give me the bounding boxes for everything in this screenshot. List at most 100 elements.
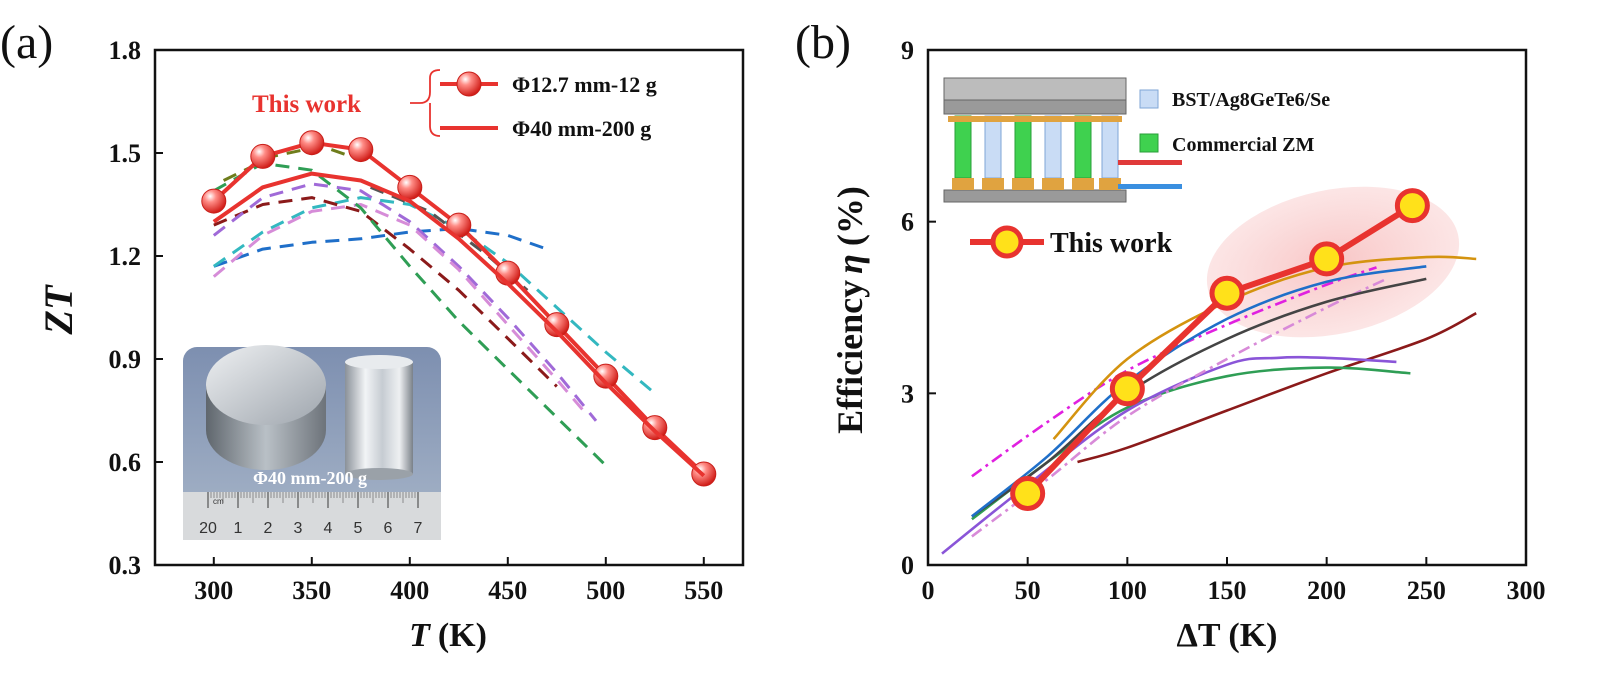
device-leg-contact bbox=[982, 178, 1004, 190]
cylinder-body bbox=[345, 362, 413, 474]
ruler-number: 6 bbox=[384, 520, 393, 537]
y-tick-label-a: 0.9 bbox=[109, 345, 142, 374]
data-point-a bbox=[348, 137, 374, 163]
device-leg bbox=[1014, 115, 1032, 179]
x-tick-label-b: 50 bbox=[1015, 576, 1041, 605]
device-leg-contact bbox=[1099, 178, 1121, 190]
inset-caption: Φ40 mm-200 g bbox=[253, 468, 367, 488]
series-line-a-5 bbox=[212, 182, 598, 422]
y-tick-label-a: 1.5 bbox=[109, 139, 142, 168]
device-leg bbox=[954, 115, 972, 179]
x-axis-var-a: T bbox=[409, 617, 431, 654]
x-tick-label-b: 250 bbox=[1407, 576, 1446, 605]
x-axis-label-b: ΔT (K) bbox=[1177, 617, 1278, 654]
legend-marker-this-work bbox=[990, 225, 1024, 259]
ruler-number: 2 bbox=[264, 520, 273, 537]
series-line-b-8 bbox=[1077, 312, 1477, 464]
series-group-b bbox=[941, 188, 1477, 555]
data-point-a bbox=[544, 312, 570, 338]
device-leg-contact bbox=[952, 178, 974, 190]
plot-area-a bbox=[153, 48, 745, 567]
legend-brace bbox=[410, 69, 441, 137]
x-tick-label-b: 300 bbox=[1507, 576, 1546, 605]
x-tick-label-a: 450 bbox=[488, 576, 527, 605]
device-leg bbox=[984, 115, 1002, 179]
legend-label-bst: BST/Ag8GeTe6/Se bbox=[1172, 89, 1330, 111]
legend-label-2: Φ40 mm-200 g bbox=[512, 116, 651, 141]
x-axis-label-a: T (K) bbox=[409, 617, 487, 654]
ruler-unit: cm bbox=[213, 497, 224, 506]
inset-photo: 20 1 2 3 4 5 6 7 cm Φ40 mm-200 g bbox=[183, 345, 441, 540]
device-leg bbox=[1044, 115, 1062, 179]
x-tick-label-a: 400 bbox=[390, 576, 429, 605]
series-line-b-2 bbox=[971, 265, 1427, 518]
x-tick-label-b: 0 bbox=[922, 576, 935, 605]
series-line-b-6 bbox=[941, 355, 1397, 555]
series-line-a-1 bbox=[212, 171, 706, 478]
series-line-a-6 bbox=[212, 203, 588, 415]
legend-a: This work Φ12.7 mm-12 g Φ40 mm-200 g bbox=[252, 69, 657, 141]
ruler-number: 3 bbox=[294, 520, 303, 537]
this-work-group-label: This work bbox=[252, 91, 361, 118]
bottom-plate bbox=[943, 189, 1127, 203]
x-axis-unit-a: (K) bbox=[438, 617, 487, 654]
y-axis-label-a: ZT bbox=[36, 284, 81, 335]
series-line-a-7 bbox=[213, 161, 607, 467]
y-tick-label-a: 1.8 bbox=[109, 36, 142, 65]
series-line-b-3 bbox=[971, 277, 1427, 518]
legend-marker-1 bbox=[456, 71, 482, 97]
y-tick-label-a: 0.3 bbox=[109, 551, 142, 580]
legend-swatch-commercial bbox=[1139, 133, 1159, 153]
y-axis-unit-b: (%) bbox=[830, 186, 870, 246]
y-axis-label-b: Efficiency η (%) bbox=[830, 186, 870, 434]
x-tick-label-b: 150 bbox=[1208, 576, 1247, 605]
x-tick-label-a: 500 bbox=[586, 576, 625, 605]
x-tick-label-a: 550 bbox=[684, 576, 723, 605]
legend-label-this-work: This work bbox=[1050, 228, 1173, 259]
y-axis-symbol-b: η bbox=[830, 254, 870, 274]
y-axis-text-b: Efficiency bbox=[830, 280, 870, 434]
series-line-a-4 bbox=[213, 196, 558, 388]
data-point-a bbox=[250, 143, 276, 169]
x-tick-label-b: 100 bbox=[1108, 576, 1147, 605]
ruler-number: 1 bbox=[234, 520, 243, 537]
ruler-number: 5 bbox=[354, 520, 363, 537]
y-tick-label-b: 6 bbox=[901, 208, 914, 237]
legend-swatch-bst bbox=[1139, 89, 1159, 109]
panel-a-label: (a) bbox=[0, 16, 53, 69]
ruler-number: 20 bbox=[199, 520, 217, 537]
device-leg-contact bbox=[1012, 178, 1034, 190]
chart-a: 300 350 400 450 500 550 0.3 0.6 0.9 1.2 1.5 1.8 20 1… bbox=[36, 36, 745, 654]
data-point-a bbox=[299, 130, 325, 156]
top-plate bbox=[943, 77, 1127, 101]
data-point-b bbox=[1394, 188, 1430, 224]
inset-ruler bbox=[183, 492, 441, 540]
device-top-contact bbox=[948, 116, 1122, 122]
legend-label-1: Φ12.7 mm-12 g bbox=[512, 72, 657, 97]
x-tick-label-a: 350 bbox=[292, 576, 331, 605]
y-tick-label-b: 0 bbox=[901, 551, 914, 580]
legend-b: BST/Ag8GeTe6/Se Commercial ZM This work bbox=[970, 89, 1330, 259]
data-point-b bbox=[1209, 275, 1245, 311]
lead-red bbox=[1118, 160, 1182, 165]
y-tick-label-a: 0.6 bbox=[109, 448, 142, 477]
device-leg bbox=[1074, 115, 1092, 179]
panel-b-label: (b) bbox=[795, 16, 851, 69]
lead-blue bbox=[1118, 184, 1182, 189]
series-line-b-5 bbox=[971, 266, 1377, 478]
device-schematic bbox=[943, 77, 1182, 203]
x-tick-label-b: 200 bbox=[1307, 576, 1346, 605]
device-leg-contact bbox=[1072, 178, 1094, 190]
series-line-b-1 bbox=[1052, 255, 1477, 440]
y-tick-label-a: 1.2 bbox=[109, 242, 142, 271]
device-leg-contact bbox=[1042, 178, 1064, 190]
ruler-number: 7 bbox=[414, 520, 423, 537]
chart-b: BST/Ag8GeTe6/Se Commercial ZM This work … bbox=[830, 36, 1546, 654]
cylinder-bottom bbox=[345, 468, 413, 480]
device-leg bbox=[1101, 115, 1119, 179]
data-point-a bbox=[593, 363, 619, 389]
top-plate-lower bbox=[943, 99, 1127, 115]
data-point-b bbox=[1309, 241, 1345, 277]
data-point-a bbox=[201, 188, 227, 214]
